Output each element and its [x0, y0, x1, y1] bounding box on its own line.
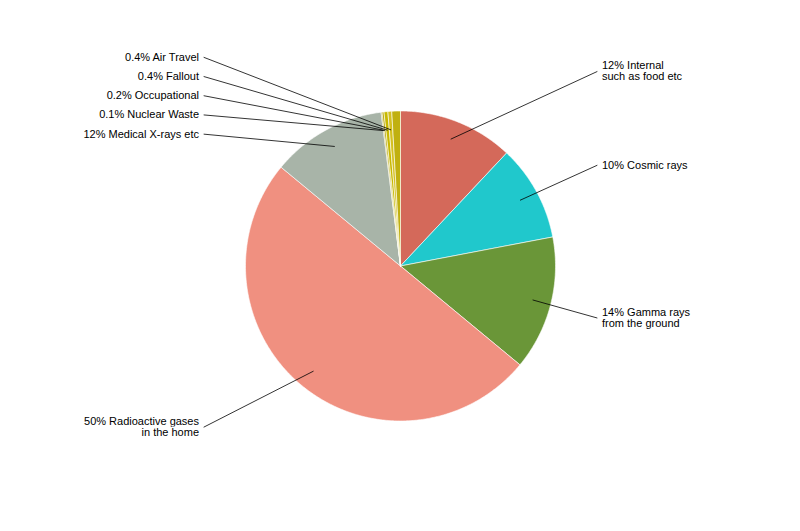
svg-text:10% Cosmic rays: 10% Cosmic rays — [602, 159, 688, 171]
svg-text:50% Radioactive gasesin the ho: 50% Radioactive gasesin the home — [84, 415, 199, 438]
svg-text:0.4% Fallout: 0.4% Fallout — [138, 70, 199, 82]
svg-text:0.2% Occupational: 0.2% Occupational — [107, 89, 199, 101]
svg-text:12% Medical X-rays etc: 12% Medical X-rays etc — [83, 128, 199, 140]
svg-text:0.4% Air Travel: 0.4% Air Travel — [125, 51, 199, 63]
svg-text:0.1% Nuclear Waste: 0.1% Nuclear Waste — [99, 108, 199, 120]
svg-text:12% Internalsuch as food etc: 12% Internalsuch as food etc — [602, 59, 683, 82]
svg-text:14% Gamma raysfrom the ground: 14% Gamma raysfrom the ground — [602, 306, 691, 329]
